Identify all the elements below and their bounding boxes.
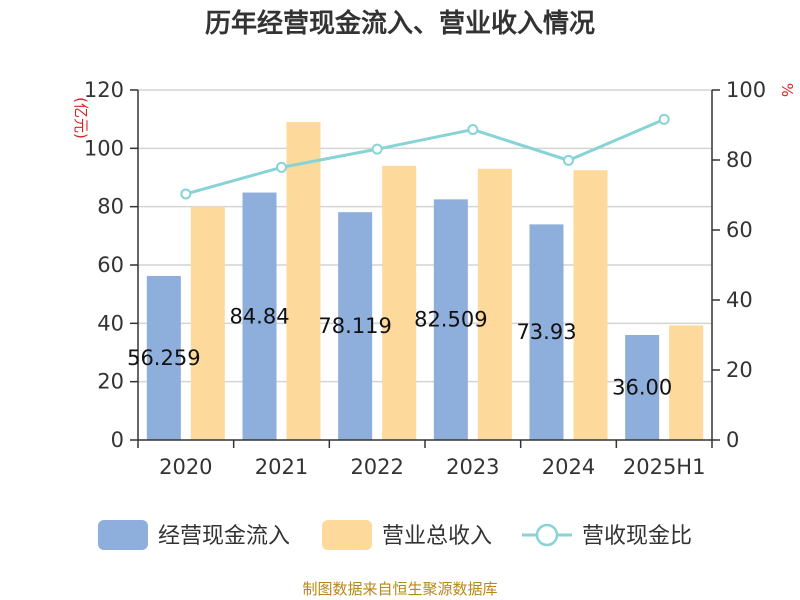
right-axis-tick-label: 100 [726,78,766,102]
data-label: 78.119 [318,314,391,338]
axes: 0 20 40 60 80 100 120 0 20 40 60 80 100 2020 2021 2022 2… [84,78,766,479]
left-axis-tick-label: 120 [84,78,124,102]
bar-revenue [190,206,225,440]
line-point [276,161,287,173]
bar-revenue [382,165,417,441]
line-series [180,113,670,200]
right-axis-tick-label: 60 [726,218,753,242]
legend: 经营现金流入 营业总收入 营收现金比 [98,520,692,550]
x-axis-tick-label: 2024 [542,455,595,479]
data-label: 36.00 [612,376,672,400]
legend-label-cash-inflow: 经营现金流入 [158,524,290,549]
data-label: 73.93 [516,320,576,344]
left-axis-tick-label: 40 [97,311,124,335]
x-axis-tick-label: 2020 [159,455,212,479]
bar-revenue [573,170,608,441]
bar-cash-inflow [529,224,564,440]
left-axis-unit: (亿元) [72,97,90,139]
bar-cash-inflow [146,275,181,440]
data-label: 84.84 [229,304,289,328]
right-axis-tick-label: 0 [726,428,739,452]
right-axis-unit: % [778,83,796,97]
left-axis-tick-label: 80 [97,195,124,219]
x-axis-tick-label: 2025H1 [623,455,706,479]
bar-revenue [669,325,704,440]
data-labels: 56.259 84.84 78.119 82.509 73.93 36.00 [127,304,672,399]
legend-label-cash-ratio: 营收现金比 [582,524,692,549]
line-point [180,188,192,200]
line-point [467,124,479,136]
left-axis-tick-label: 20 [97,370,124,394]
line-point [563,154,574,166]
bar-revenue [286,122,321,440]
right-axis-tick-label: 20 [726,358,753,382]
grid [138,89,712,383]
x-axis-tick-label: 2022 [350,455,403,479]
right-axis-tick-label: 40 [726,288,753,312]
left-axis-tick-label: 0 [111,428,124,452]
line-cash-ratio [185,118,665,196]
data-label: 56.259 [127,346,200,370]
legend-swatch-marker [535,523,559,547]
legend-label-revenue: 营业总收入 [382,524,492,549]
legend-swatch-revenue [322,520,372,550]
bar-cash-inflow [242,192,277,440]
left-axis-tick-label: 100 [84,136,124,160]
bar-revenue [477,168,512,440]
bar-cash-inflow [433,199,468,440]
bar-cash-inflow [338,212,373,440]
line-point [658,113,670,125]
line-point [371,143,383,155]
bars [146,122,704,441]
x-axis-tick-label: 2021 [255,455,308,479]
source-note: 制图数据来自恒生聚源数据库 [302,580,497,598]
bar-cash-inflow [625,335,660,440]
x-axis-tick-label: 2023 [446,455,499,479]
right-axis-tick-label: 80 [726,148,753,172]
data-label: 82.509 [414,308,487,332]
chart-title: 历年经营现金流入、营业收入情况 [205,8,595,39]
legend-swatch-cash-inflow [98,520,148,550]
left-axis-tick-label: 60 [97,253,124,277]
